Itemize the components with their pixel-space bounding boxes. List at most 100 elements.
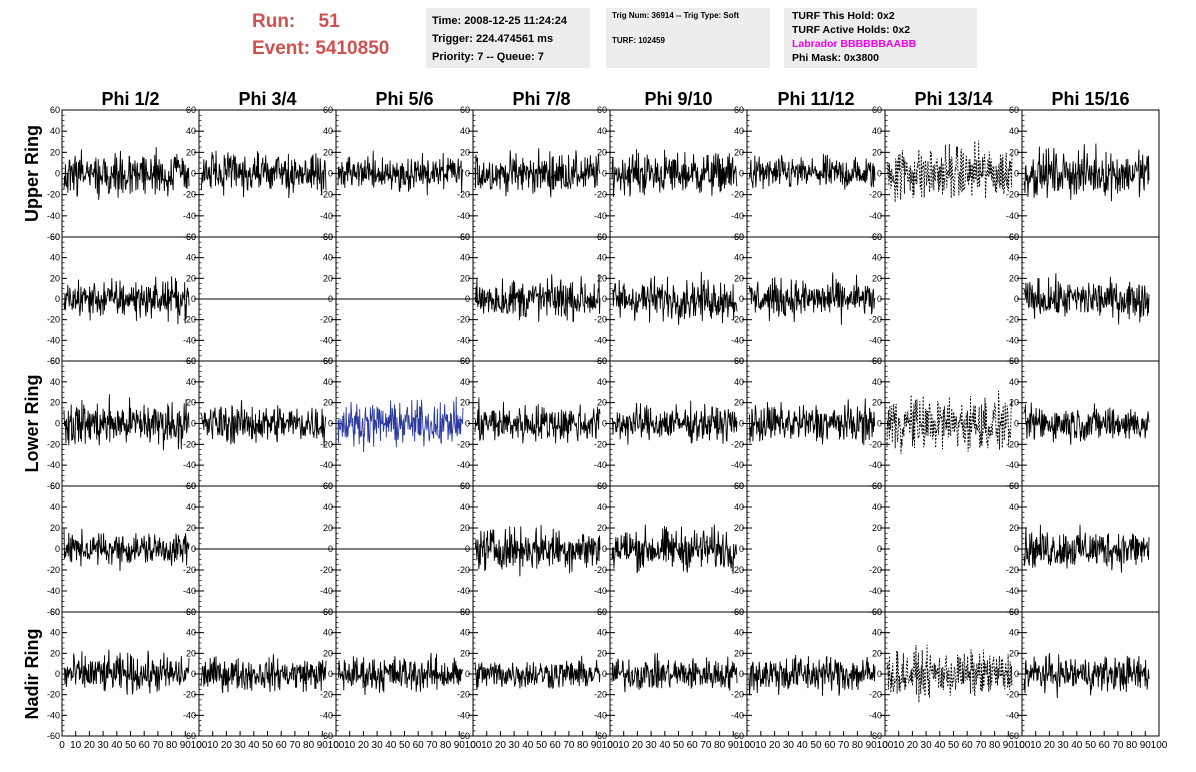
y-tick-label: -20 [320,315,333,325]
turf-text: TURF: 102459 [612,36,665,45]
x-tick-label: 10 [1030,740,1042,751]
y-tick-label: 40 [186,628,196,638]
y-tick-label: 60 [1009,481,1019,491]
y-tick-label: 40 [872,253,882,263]
y-tick-label: 0 [739,669,744,679]
y-tick-label: 0 [739,419,744,429]
y-tick-label: 0 [465,294,470,304]
x-tick-label: 30 [783,740,795,751]
y-tick-label: -60 [457,731,470,741]
y-tick-label: 0 [465,419,470,429]
y-tick-label: 20 [734,523,744,533]
y-tick-label: 20 [597,648,607,658]
y-tick-label: -40 [47,710,60,720]
y-tick-label: 40 [50,377,60,387]
y-tick-label: 20 [323,398,333,408]
x-tick-label: 80 [577,740,589,751]
y-tick-label: 60 [597,607,607,617]
labrador-text: Labrador BBBBBBAABB [792,38,917,50]
y-tick-label: 0 [55,294,60,304]
y-tick-label: 0 [55,544,60,554]
x-tick-label: 100 [1014,740,1031,751]
x-tick-label: 70 [975,740,987,751]
y-tick-label: 40 [1009,377,1019,387]
y-tick-label: -20 [1006,690,1019,700]
waveform-grid: Phi 1/2 Phi 3/4 Phi 5/6 Phi 7/8 Phi 9/10 Phi … [22,89,1168,751]
y-tick-label: -60 [183,731,196,741]
y-tick-label: 40 [460,126,470,136]
y-tick-label: 20 [323,648,333,658]
y-tick-label: 0 [602,544,607,554]
row-title: Upper Ring [22,125,42,222]
y-tick-label: 0 [739,294,744,304]
waveform-trace [63,649,190,695]
y-tick-label: 20 [50,147,60,157]
y-tick-label: -40 [731,586,744,596]
y-tick-label: 40 [50,502,60,512]
x-tick-label: 20 [358,740,370,751]
waveform-trace [748,398,876,446]
y-tick-label: 20 [597,523,607,533]
y-tick-label: -20 [320,439,333,449]
y-tick-label: -40 [320,211,333,221]
y-tick-label: 40 [597,628,607,638]
y-tick-label: 0 [739,544,744,554]
y-tick-label: -60 [47,232,60,242]
y-tick-label: 20 [872,648,882,658]
y-tick-label: -20 [457,315,470,325]
x-tick-label: 20 [907,740,919,751]
waveform-trace [611,149,738,198]
x-tick-label: 40 [659,740,671,751]
y-tick-label: 0 [877,419,882,429]
x-tick-label: 80 [989,740,1001,751]
x-tick-label: 10 [481,740,493,751]
y-tick-label: 40 [50,126,60,136]
y-tick-label: 20 [186,523,196,533]
y-tick-label: 40 [734,253,744,263]
y-tick-label: 60 [734,232,744,242]
y-tick-label: 40 [323,377,333,387]
y-tick-label: 60 [872,105,882,115]
y-tick-label: -20 [457,565,470,575]
x-tick-label: 50 [1085,740,1097,751]
y-tick-label: -20 [1006,565,1019,575]
x-tick-label: 60 [413,740,425,751]
panel-frame [884,485,1023,613]
waveform-trace [1023,524,1150,573]
y-tick-label: -20 [731,439,744,449]
y-tick-label: -60 [869,731,882,741]
y-tick-label: 60 [1009,356,1019,366]
x-tick-label: 100 [1151,740,1168,751]
y-tick-label: 20 [1009,523,1019,533]
y-tick-label: 60 [186,105,196,115]
x-tick-label: 10 [344,740,356,751]
x-tick-label: 10 [70,740,82,751]
y-tick-label: -40 [594,460,607,470]
time-info-box: Time: 2008-12-25 11:24:24 Trigger: 224.4… [426,8,590,68]
waveform-trace [1023,273,1150,325]
run-line: Run: 51 [252,8,422,35]
y-tick-label: 20 [460,147,470,157]
waveform-trace [63,394,190,451]
waveform-trace [474,148,601,198]
y-tick-label: -20 [594,439,607,449]
column-title: Phi 1/2 [101,89,159,109]
y-tick-label: 20 [1009,648,1019,658]
x-tick-label: 100 [602,740,619,751]
run-value: 51 [318,11,340,32]
y-tick-label: 40 [1009,126,1019,136]
y-tick-label: -40 [731,710,744,720]
waveform-trace [63,276,190,325]
waveform-trace [337,150,464,196]
y-tick-label: 60 [1009,607,1019,617]
x-tick-label: 20 [495,740,507,751]
x-tick-label: 80 [440,740,452,751]
y-tick-label: -20 [731,315,744,325]
y-tick-label: 40 [597,126,607,136]
x-tick-label: 20 [769,740,781,751]
x-tick-label: 20 [221,740,233,751]
y-tick-label: -20 [594,565,607,575]
y-tick-label: -40 [320,460,333,470]
waveform-trace [748,654,876,696]
x-tick-label: 90 [728,740,740,751]
